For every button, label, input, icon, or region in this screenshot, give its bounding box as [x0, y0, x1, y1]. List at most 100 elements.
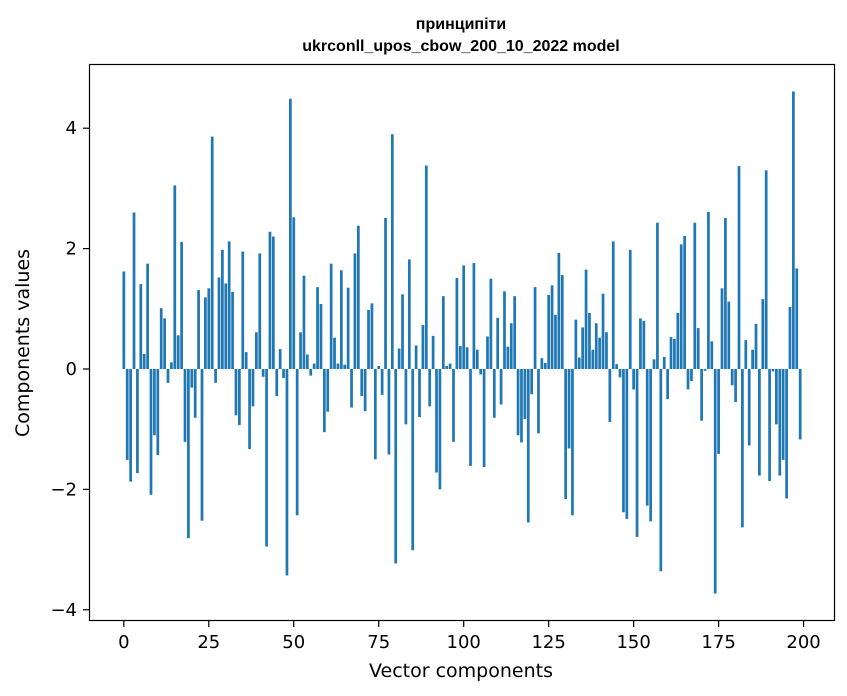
- bar-component-70: [360, 368, 364, 397]
- bar-component-33: [234, 368, 238, 416]
- bar-component-18: [183, 368, 187, 442]
- bar-component-89: [424, 165, 428, 369]
- bar-component-2: [129, 368, 132, 482]
- bar-component-196: [788, 306, 792, 369]
- bar-component-124: [543, 362, 547, 369]
- bar-component-159: [662, 356, 666, 369]
- bar-component-173: [710, 341, 714, 369]
- bar-component-121: [533, 287, 537, 369]
- bar-component-42: [265, 368, 268, 547]
- bar-component-172: [707, 211, 710, 369]
- bar-component-32: [231, 291, 234, 369]
- bar-component-186: [754, 323, 758, 369]
- bar-component-102: [469, 368, 472, 466]
- bar-component-113: [506, 346, 510, 369]
- bar-component-99: [458, 346, 462, 369]
- bar-component-96: [448, 363, 452, 369]
- bar-component-57: [316, 287, 319, 369]
- bar-component-0: [122, 271, 126, 369]
- y-tick-label: 0: [66, 359, 77, 380]
- bar-component-31: [227, 241, 231, 369]
- bar-component-83: [404, 368, 408, 425]
- bar-component-147: [622, 368, 625, 513]
- bar-component-134: [577, 357, 581, 369]
- x-tick-label: 125: [531, 632, 565, 653]
- bar-component-103: [472, 263, 476, 369]
- bar-component-51: [295, 368, 299, 516]
- bar-component-25: [207, 288, 211, 369]
- bar-component-9: [153, 368, 156, 436]
- bar-component-75: [377, 365, 381, 369]
- bar-component-5: [139, 284, 143, 369]
- bar-component-54: [305, 354, 309, 369]
- bar-component-117: [520, 368, 523, 443]
- bar-component-179: [730, 368, 734, 386]
- bar-component-152: [639, 318, 642, 369]
- y-tick-label: −2: [50, 479, 77, 500]
- bar-component-169: [696, 328, 700, 369]
- bar-component-39: [255, 332, 258, 369]
- bar-component-61: [329, 263, 333, 369]
- y-tick-label: 4: [66, 118, 77, 139]
- x-tick-label: 100: [447, 632, 481, 653]
- bar-component-107: [486, 336, 489, 369]
- bar-component-184: [747, 368, 751, 446]
- chart-title-line-2: ukrconll_upos_cbow_200_10_2022 model: [302, 38, 619, 55]
- bar-component-183: [744, 340, 748, 369]
- bar-component-68: [353, 253, 357, 369]
- bar-component-80: [394, 368, 398, 564]
- y-axis-ticks: −4 −2 0 2 4: [50, 118, 90, 621]
- bar-component-29: [221, 249, 224, 369]
- bar-component-194: [781, 368, 785, 460]
- bar-component-106: [482, 368, 486, 468]
- bar-component-90: [428, 368, 432, 407]
- bar-component-62: [333, 337, 336, 369]
- bar-component-101: [465, 347, 469, 369]
- x-tick-label: 150: [616, 632, 650, 653]
- bar-component-180: [734, 368, 737, 403]
- bar-component-171: [703, 368, 707, 371]
- bar-component-154: [645, 368, 649, 506]
- bar-component-199: [798, 368, 802, 440]
- bar-component-181: [737, 166, 741, 369]
- bar-component-7: [146, 263, 149, 369]
- bar-component-91: [431, 335, 435, 369]
- bar-component-156: [652, 359, 656, 369]
- bar-component-182: [741, 368, 744, 528]
- bar-component-58: [319, 303, 323, 369]
- bar-component-192: [775, 368, 778, 425]
- x-axis-label: Vector components: [369, 660, 553, 682]
- bar-component-122: [537, 368, 540, 434]
- bar-component-34: [238, 368, 241, 425]
- bar-component-197: [792, 91, 795, 369]
- bar-component-17: [180, 241, 183, 369]
- bar-component-137: [588, 313, 591, 369]
- bar-component-148: [625, 368, 629, 519]
- bar-component-92: [435, 368, 438, 473]
- bar-component-35: [241, 251, 245, 369]
- bar-component-87: [418, 368, 421, 418]
- bar-component-163: [676, 313, 680, 369]
- bar-component-198: [795, 268, 799, 369]
- bar-component-65: [343, 364, 347, 369]
- bar-component-127: [554, 314, 557, 369]
- bar-component-12: [163, 318, 166, 369]
- y-tick-label: −4: [50, 600, 77, 621]
- bar-component-56: [312, 363, 316, 369]
- bar-component-14: [170, 362, 173, 369]
- bar-component-71: [363, 368, 367, 412]
- bar-component-74: [373, 368, 377, 460]
- bar-component-195: [785, 368, 788, 499]
- y-tick-label: 2: [66, 239, 77, 260]
- bar-component-53: [302, 275, 306, 369]
- x-tick-label: 25: [197, 632, 220, 653]
- bar-component-64: [339, 270, 343, 369]
- bar-component-157: [656, 222, 659, 369]
- bar-component-3: [132, 212, 136, 369]
- bar-component-153: [642, 320, 646, 369]
- bar-component-23: [200, 368, 204, 521]
- bar-component-69: [356, 225, 360, 369]
- x-tick-label: 75: [367, 632, 390, 653]
- bar-component-130: [564, 368, 568, 500]
- bar-component-4: [136, 368, 139, 474]
